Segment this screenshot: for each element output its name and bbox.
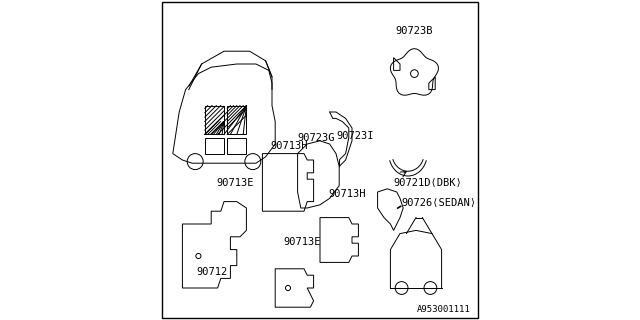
Text: 90713H: 90713H [270,141,308,151]
Text: 90713H: 90713H [328,189,365,199]
Text: 90723I: 90723I [336,131,374,141]
Text: 90721D⟨DBK⟩: 90721D⟨DBK⟩ [394,178,462,188]
Text: A953001111: A953001111 [417,305,470,314]
Text: 90723B: 90723B [396,26,433,36]
Text: 90726⟨SEDAN⟩: 90726⟨SEDAN⟩ [402,198,477,208]
Text: 90712: 90712 [197,267,228,277]
Text: 90723G: 90723G [298,133,335,143]
Text: 90713E: 90713E [216,178,253,188]
Text: 90713E: 90713E [283,237,321,247]
